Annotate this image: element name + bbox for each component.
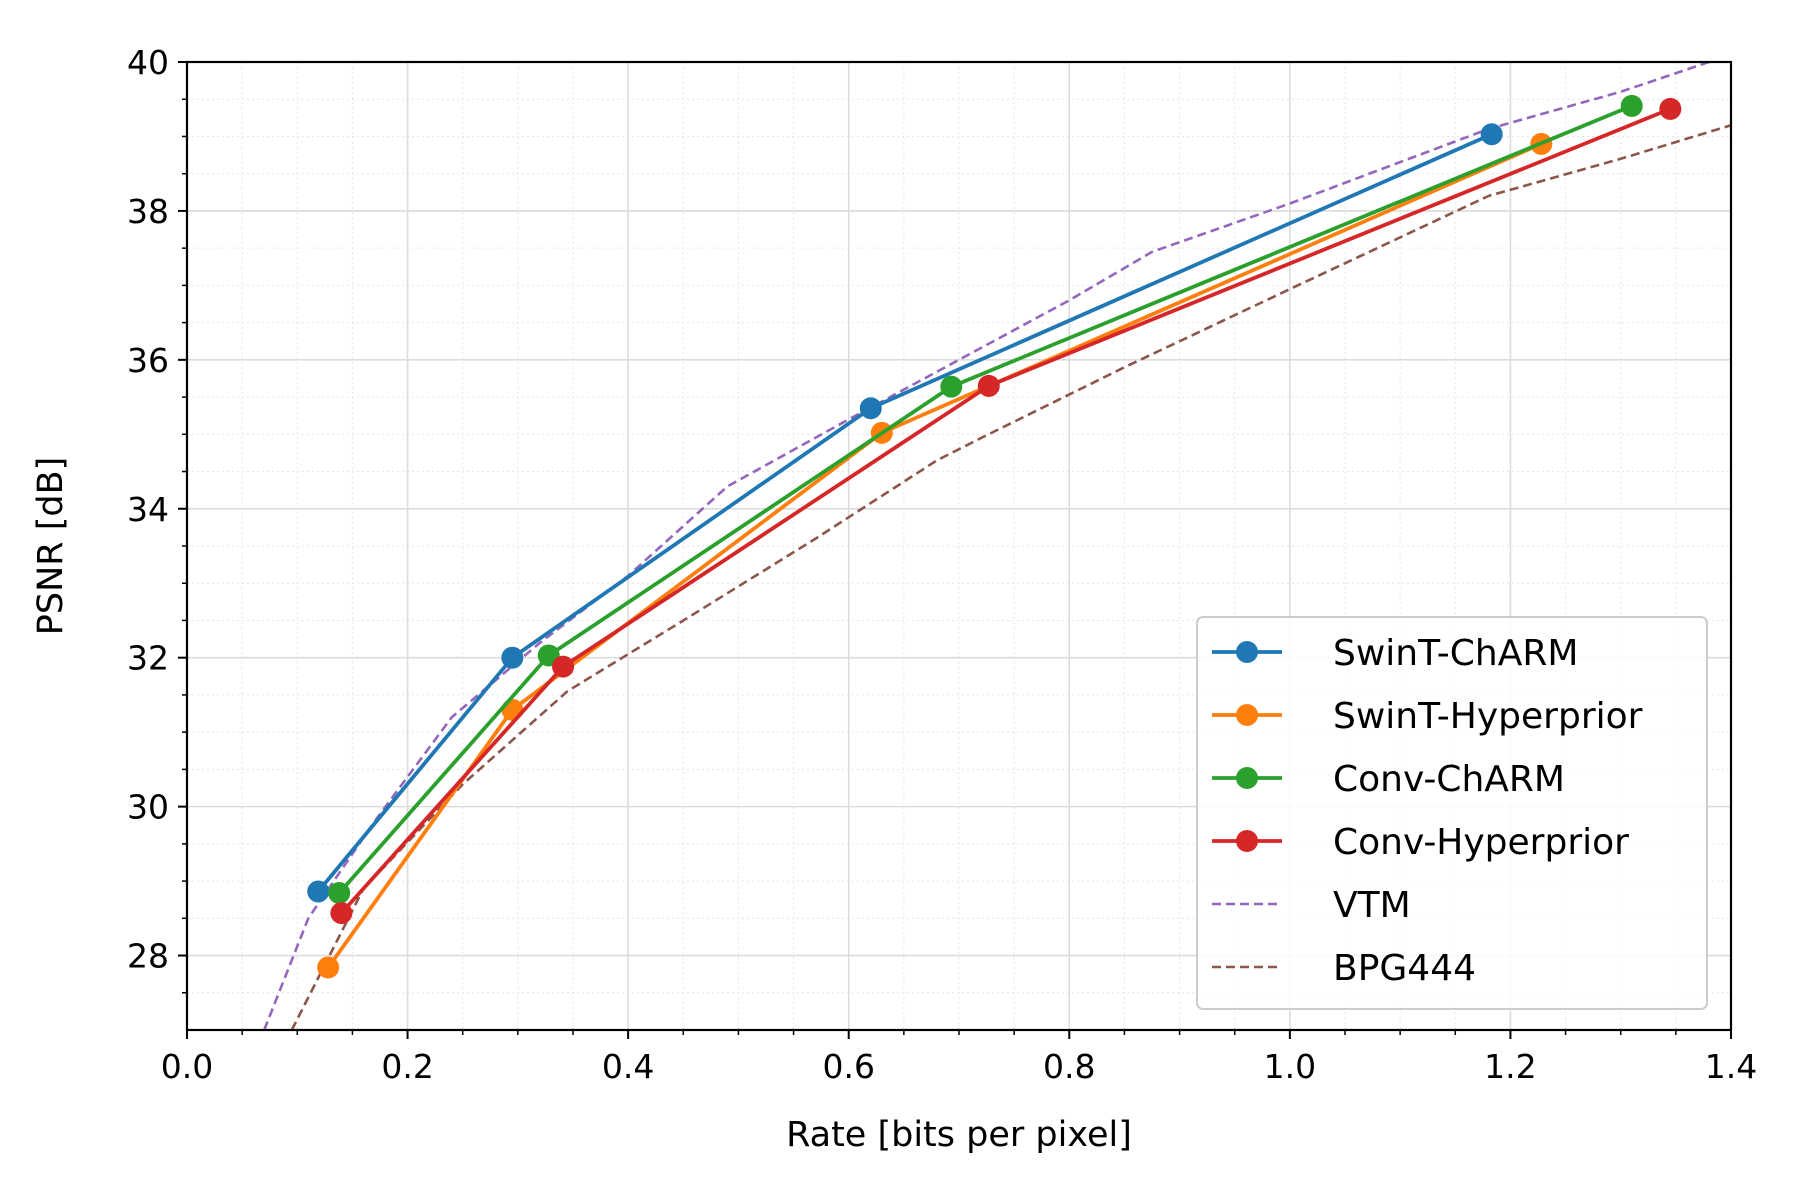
- y-tick-label: 36: [127, 341, 169, 380]
- data-point-conv-hyperprior: [977, 374, 1000, 397]
- legend: SwinT-ChARM SwinT-Hyperprior Conv-ChARM Con…: [1196, 616, 1708, 1010]
- series-line-swint-hyperprior: [326, 142, 1543, 969]
- x-tick-label: 1.4: [1705, 1047, 1757, 1086]
- x-tick-label: 0.4: [602, 1047, 654, 1086]
- y-tick-label: 30: [127, 788, 169, 827]
- x-tick-label: 0.2: [381, 1047, 433, 1086]
- data-point-conv-hyperprior: [330, 902, 353, 925]
- y-axis-label: PSNR [dB]: [31, 457, 71, 636]
- data-point-swint-charm: [859, 397, 882, 420]
- series-line-vtm: [262, 62, 1714, 1030]
- data-point-swint-charm: [1480, 123, 1503, 146]
- legend-label-conv-hyperprior: Conv-Hyperprior: [1333, 822, 1629, 863]
- series-layer: [262, 62, 1731, 1030]
- y-tick-label: 38: [127, 192, 169, 231]
- data-point-conv-hyperprior: [552, 655, 575, 678]
- legend-label-bpg444: BPG444: [1333, 948, 1476, 989]
- legend-marker-conv-hyperprior: [1236, 830, 1258, 852]
- series-line-conv-charm: [337, 104, 1633, 895]
- legend-marker-swint-charm: [1236, 641, 1258, 663]
- series-line-swint-charm: [316, 132, 1493, 893]
- data-point-conv-charm: [328, 881, 351, 904]
- x-tick-label: 0.6: [822, 1047, 874, 1086]
- series-line-conv-hyperprior: [339, 107, 1672, 915]
- data-point-swint-charm: [307, 880, 330, 903]
- series-line-bpg444: [290, 124, 1731, 1030]
- y-tick-label: 40: [127, 43, 169, 82]
- data-point-swint-hyperprior: [501, 698, 524, 721]
- x-tick-label: 1.2: [1484, 1047, 1536, 1086]
- legend-box: [1196, 616, 1708, 1010]
- data-point-conv-charm: [940, 375, 963, 398]
- x-tick-label: 1.0: [1264, 1047, 1316, 1086]
- legend-label-conv-charm: Conv-ChARM: [1333, 759, 1565, 800]
- x-axis-label: Rate [bits per pixel]: [786, 1115, 1132, 1155]
- legend-label-vtm: VTM: [1333, 885, 1411, 926]
- legend-marker-conv-charm: [1236, 767, 1258, 789]
- axis-ticks: 0.0 0.2 0.4 0.6 0.8 1.0 1.2 1.4 28 30 32 34 36 38 40: [127, 43, 1757, 1086]
- y-tick-label: 28: [127, 937, 169, 976]
- x-tick-label: 0.0: [161, 1047, 213, 1086]
- legend-label-swint-charm: SwinT-ChARM: [1333, 633, 1578, 674]
- data-point-conv-hyperprior: [1659, 97, 1682, 120]
- x-tick-label: 0.8: [1043, 1047, 1095, 1086]
- data-point-swint-charm: [501, 646, 524, 669]
- legend-label-swint-hyperprior: SwinT-Hyperprior: [1333, 696, 1643, 737]
- y-tick-label: 32: [127, 639, 169, 678]
- data-point-swint-hyperprior: [317, 956, 340, 979]
- legend-marker-swint-hyperprior: [1236, 704, 1258, 726]
- y-tick-label: 34: [127, 490, 169, 529]
- data-point-conv-charm: [1620, 94, 1643, 117]
